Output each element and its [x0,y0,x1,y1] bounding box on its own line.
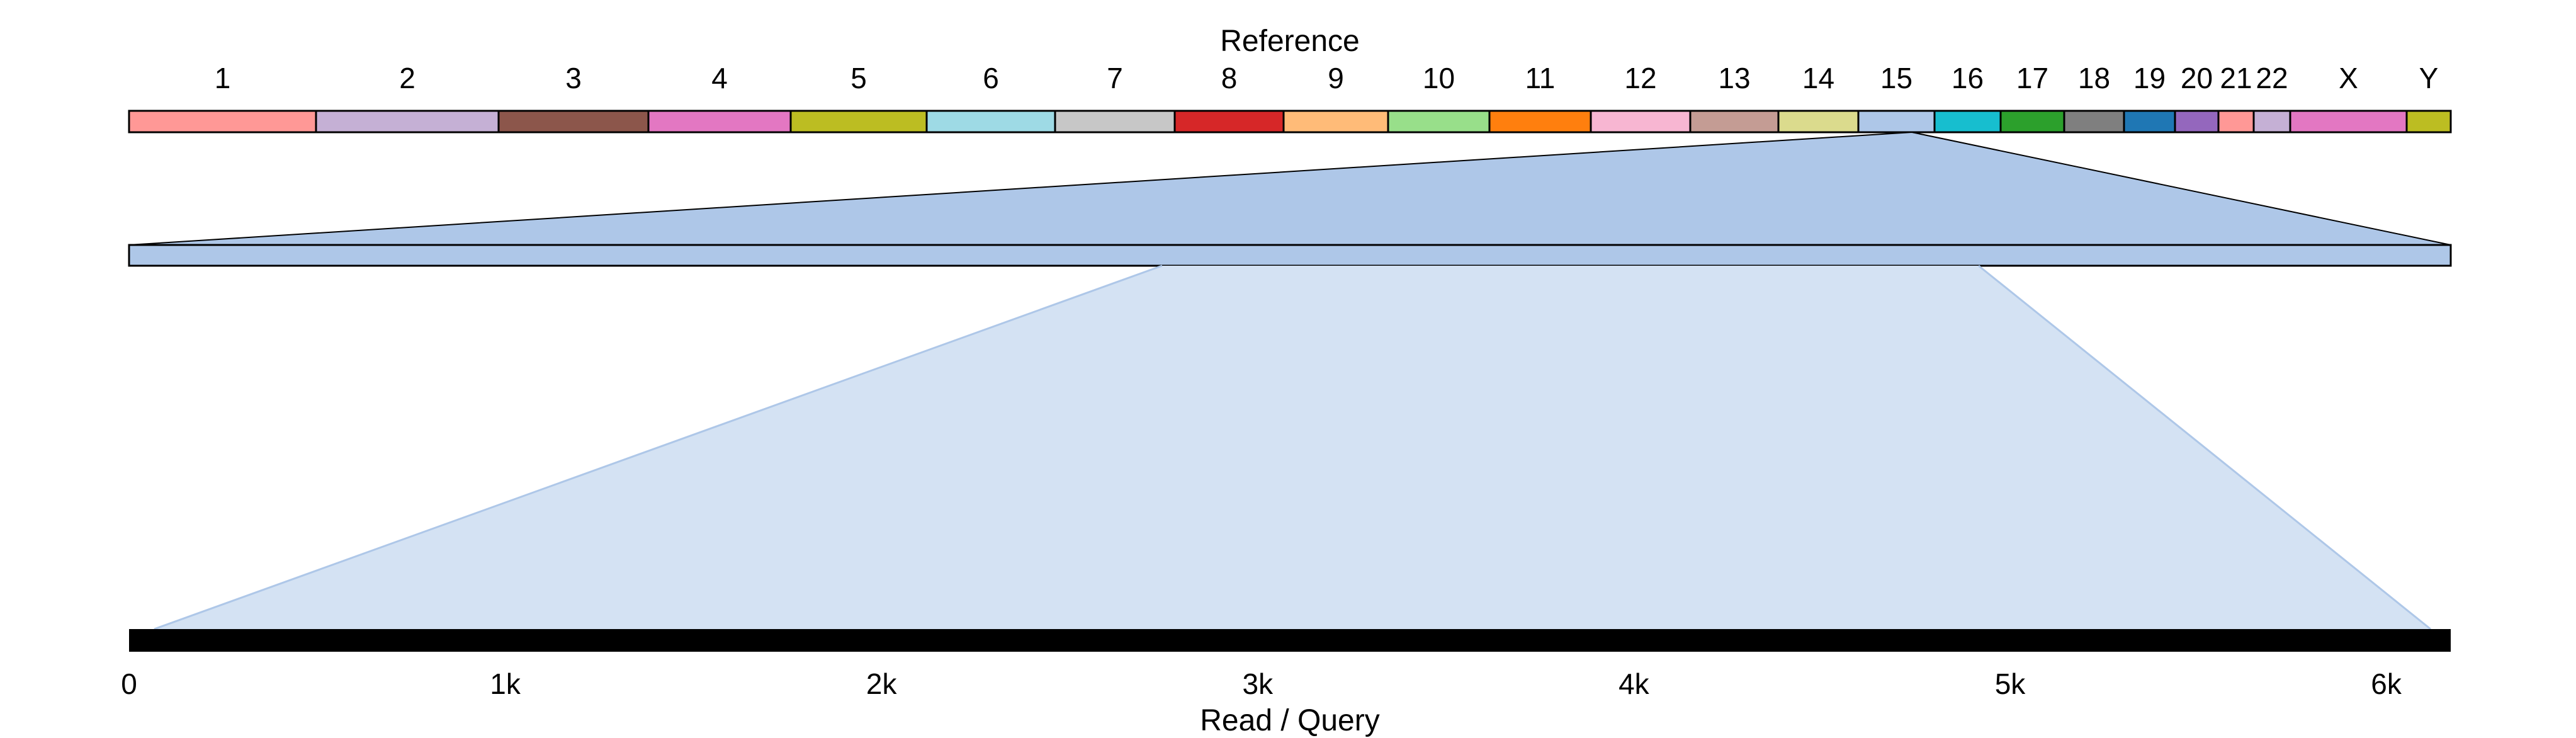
chromosome-segment-4 [647,110,792,133]
chromosome-label-22: 22 [2256,62,2288,94]
chromosome-segment-y [2405,110,2452,133]
query-tick-label-5k: 5k [1995,667,2026,700]
chromosome-segment-15 [1857,110,1936,133]
chromosome-segment-1 [128,110,317,133]
chromosome-label-18: 18 [2078,62,2110,94]
chromosome-segment-3 [497,110,650,133]
query-tick-label-0: 0 [121,667,137,700]
reference-title: Reference [1220,25,1359,58]
chromosome-label-5: 5 [850,62,867,94]
chromosome-label-7: 7 [1107,62,1123,94]
chromosome-label-12: 12 [1624,62,1656,94]
chromosome-label-8: 8 [1221,62,1238,94]
chromosome-segment-18 [2063,110,2125,133]
query-tick-label-3k: 3k [1243,667,1274,700]
chromosome-label-14: 14 [1802,62,1834,94]
chromosome-label-16: 16 [1952,62,1984,94]
chromosome-label-21: 21 [2220,62,2252,94]
chromosome-labels: 1 2 3 4 5 6 7 8 9 10 11 12 13 14 15 16 17 18 19 20 21 22 X Y [215,62,2439,94]
chromosome-label-6: 6 [983,62,999,94]
chromosome-segment-10 [1387,110,1491,133]
query-axis-tick-labels: 0 1k 2k 3k 4k 5k 6k [121,667,2402,700]
chromosome-label-19: 19 [2133,62,2166,94]
chromosome-label-x: X [2339,62,2358,94]
chromosome-label-11: 11 [1525,62,1556,94]
query-tick-label-4k: 4k [1618,667,1650,700]
chromosome-segment-x [2289,110,2408,133]
chromosome-segment-9 [1282,110,1389,133]
chromosome-label-1: 1 [215,62,231,94]
aligned-segment-left-edge [154,264,1163,630]
chromosome-segment-16 [1933,110,2002,133]
zoomed-chromosome-region-bar [128,244,2452,267]
chromosome-segment-14 [1777,110,1860,133]
read-query-bar [129,629,2451,652]
chromosome-segment-19 [2123,110,2176,133]
chromosome-label-4: 4 [711,62,728,94]
chromosome-segment-17 [1999,110,2065,133]
query-tick-label-2k: 2k [866,667,898,700]
chromosome-segment-11 [1488,110,1592,133]
query-axis-title: Read / Query [1200,704,1379,737]
chromosome-label-9: 9 [1328,62,1344,94]
aligned-segment-mapping [154,266,2431,629]
chromosome-segment-22 [2252,110,2291,133]
chromosome-label-13: 13 [1718,62,1750,94]
chromosome-label-15: 15 [1880,62,1912,94]
chromosome-label-10: 10 [1423,62,1455,94]
chromosome-segment-5 [789,110,928,133]
query-tick-label-1k: 1k [490,667,521,700]
chromosome-segment-7 [1054,110,1176,133]
chromosome-label-17: 17 [2016,62,2048,94]
chromosome-segment-20 [2174,110,2220,133]
chromosome-segment-2 [315,110,500,133]
chromosome-zoom-wedge [128,131,2451,246]
chromosome-segment-21 [2217,110,2255,133]
chromosome-segment-12 [1590,110,1692,133]
chromosome-label-2: 2 [399,62,415,94]
query-tick-label-6k: 6k [2371,667,2402,700]
chromosome-label-3: 3 [565,62,582,94]
chromosome-label-20: 20 [2181,62,2213,94]
chromosome-label-y: Y [2419,62,2439,94]
chromosome-segment-13 [1689,110,1780,133]
chromosome-segment-8 [1173,110,1285,133]
reference-chromosome-bar [128,110,2452,133]
chromosome-segment-6 [925,110,1056,133]
aligned-segment-right-edge [1978,264,2431,630]
